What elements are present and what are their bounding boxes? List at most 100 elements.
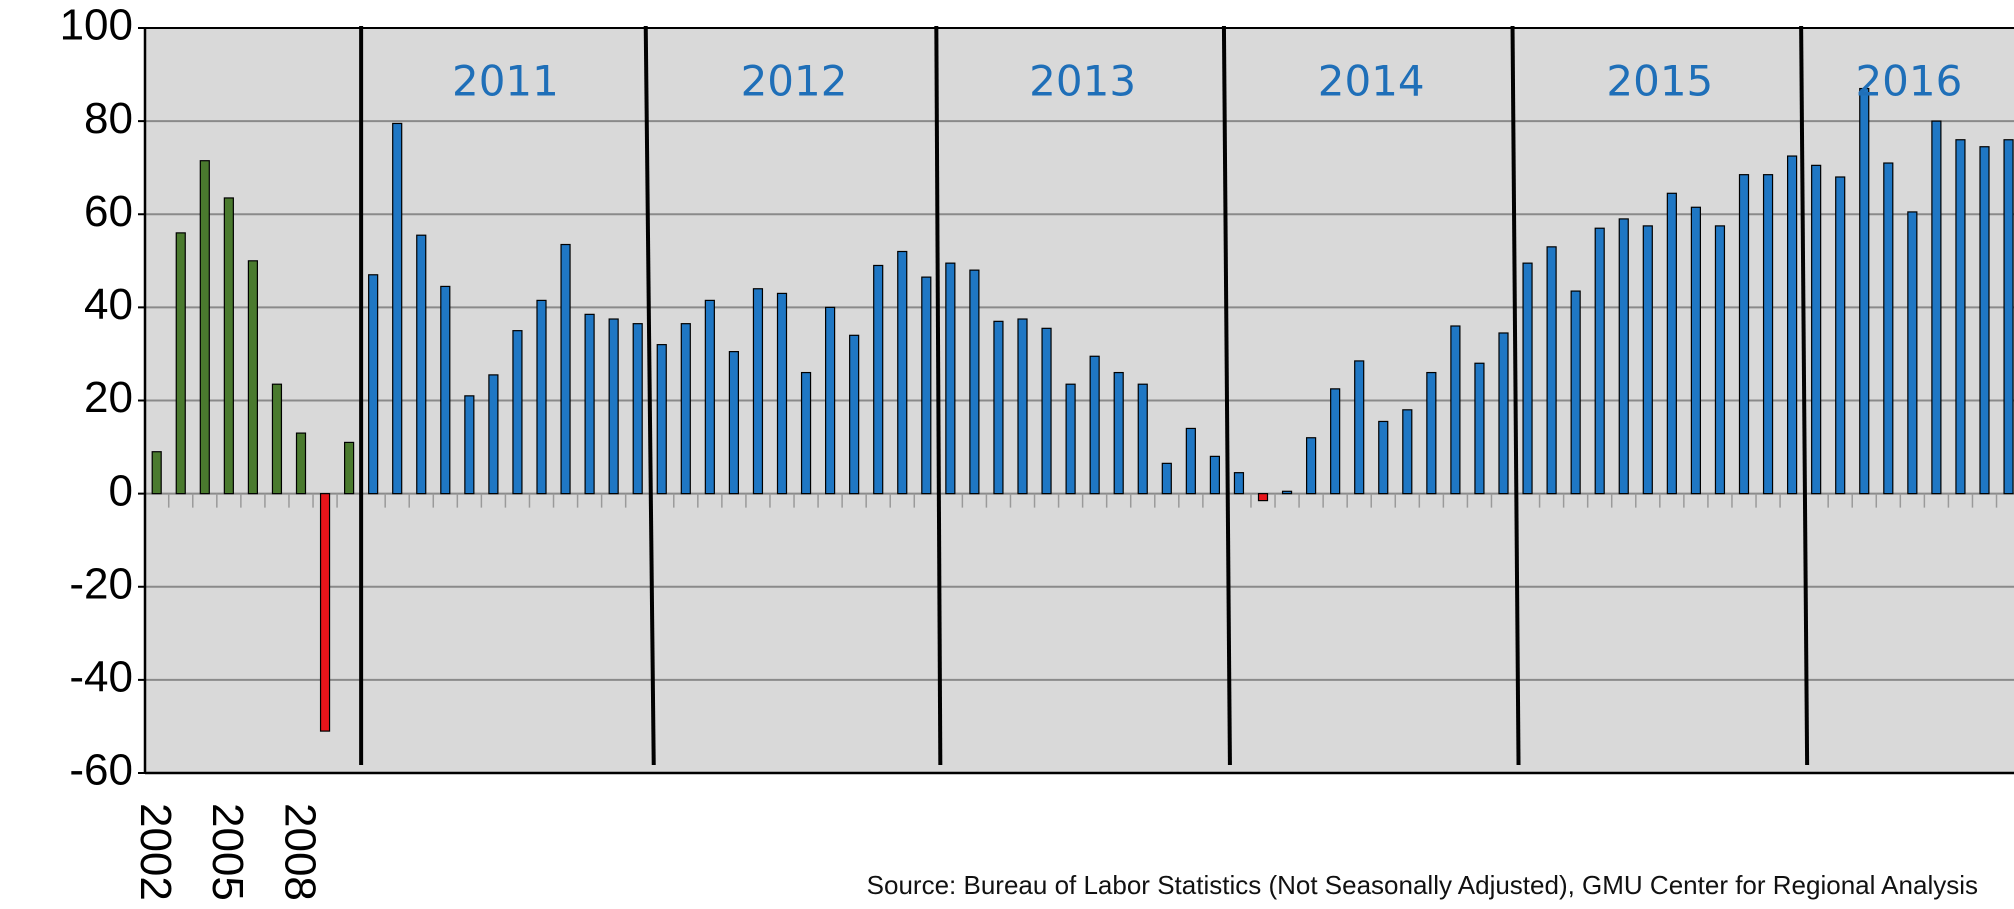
bar [1137, 383, 1148, 495]
year-label: 2012 [741, 57, 848, 106]
year-label: 2016 [1855, 57, 1962, 106]
bar [1931, 120, 1942, 495]
bar [1426, 371, 1437, 495]
bar [1281, 490, 1293, 495]
bar [921, 276, 932, 495]
year-label: 2011 [452, 57, 559, 106]
y-tick-label: 60 [84, 187, 133, 236]
bar [680, 323, 691, 495]
bar [1041, 327, 1052, 495]
bar [416, 234, 427, 495]
bar [1233, 472, 1245, 495]
bar [1835, 176, 1846, 495]
bar [1859, 87, 1870, 495]
bar [1618, 218, 1629, 495]
bar [1402, 409, 1413, 495]
bar [584, 313, 595, 495]
bar [1017, 318, 1028, 495]
bar [1113, 371, 1124, 495]
bar [704, 299, 715, 495]
bar [271, 383, 283, 495]
bar [1378, 420, 1389, 495]
bar [199, 160, 210, 495]
bar [824, 306, 836, 495]
bar [1762, 174, 1774, 495]
bar [1979, 146, 1990, 495]
year-label: 2015 [1606, 57, 1713, 106]
x-tick-label: 2002 [131, 803, 180, 901]
bar [2003, 139, 2014, 495]
bar [1883, 162, 1894, 495]
bar [223, 197, 234, 495]
year-divider [934, 25, 943, 766]
bar [1498, 332, 1509, 495]
y-tick-label: -20 [69, 559, 133, 608]
bar [1257, 493, 1269, 502]
bar [1738, 174, 1750, 495]
bar [1450, 325, 1461, 495]
bar [344, 441, 355, 495]
bar [873, 264, 884, 495]
year-label: 2013 [1029, 57, 1136, 106]
bar [1594, 227, 1605, 495]
bar [512, 330, 523, 495]
bar [800, 371, 812, 495]
bar [1811, 164, 1822, 495]
year-divider [1221, 25, 1232, 766]
bar [368, 274, 379, 495]
bar [752, 288, 764, 495]
y-tick-label: -60 [69, 746, 133, 795]
bar [1209, 455, 1221, 495]
bar [1907, 211, 1918, 495]
bar [247, 260, 258, 495]
year-divider [643, 25, 656, 766]
bar [776, 292, 788, 495]
bar [993, 320, 1004, 495]
y-tick-label: -40 [69, 653, 133, 702]
bar [1690, 206, 1702, 495]
bar [656, 344, 667, 495]
bar [849, 334, 860, 495]
bar [1065, 383, 1076, 495]
bar [1474, 362, 1485, 495]
bar [536, 299, 547, 495]
bar [319, 493, 331, 732]
y-tick-label: 0 [109, 466, 133, 515]
x-tick-label: 2005 [203, 803, 252, 901]
bar [560, 243, 571, 495]
bar [1714, 225, 1726, 495]
bar [1786, 155, 1798, 495]
y-tick-label: 100 [60, 1, 133, 50]
bar [1354, 360, 1365, 495]
y-tick-label: 40 [84, 280, 133, 329]
bar [151, 451, 162, 495]
bar [1305, 437, 1317, 495]
bar [175, 232, 186, 495]
bar [945, 262, 956, 495]
y-tick-label: 20 [84, 373, 133, 422]
bar [1955, 139, 1966, 495]
bar [608, 318, 619, 495]
bar [1666, 192, 1677, 495]
bar [392, 122, 403, 495]
bar [897, 250, 908, 495]
x-tick-label: 2008 [275, 803, 324, 901]
bar [1642, 225, 1653, 495]
bar [632, 323, 643, 495]
bar [1089, 355, 1100, 495]
bar [1330, 388, 1341, 495]
y-tick-label: 80 [84, 94, 133, 143]
bar [1185, 427, 1196, 495]
year-divider [1799, 25, 1810, 766]
bar [728, 351, 740, 495]
bar [1161, 462, 1172, 495]
bar [488, 374, 499, 495]
bar [464, 395, 475, 495]
bar [440, 285, 451, 495]
bar [1522, 262, 1533, 495]
year-divider [1510, 25, 1521, 766]
bar [969, 269, 980, 495]
source-note: Source: Bureau of Labor Statistics (Not … [867, 870, 1978, 900]
bar [295, 432, 307, 495]
